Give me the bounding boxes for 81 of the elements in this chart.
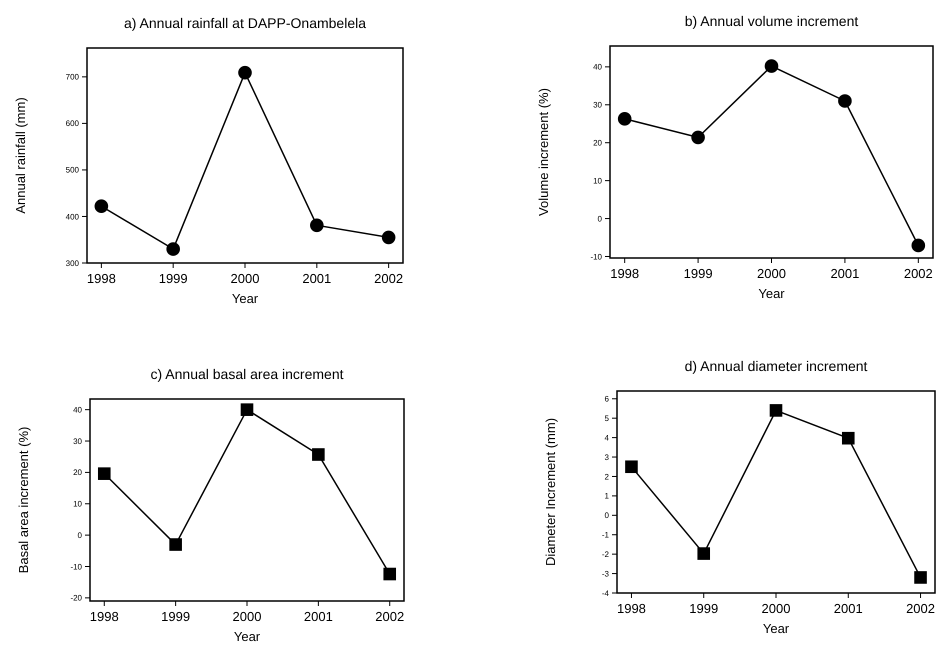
x-tick-label: 2002 [904,266,933,281]
y-tick-label: -1 [602,530,610,540]
point [691,130,705,144]
x-tick-label: 2001 [304,609,333,624]
x-tick-label: 1998 [90,609,119,624]
x-tick-label: 2000 [230,271,260,286]
y-tick-label: -2 [602,550,610,559]
x-tick-label: 1999 [158,271,188,286]
y-tick-label: 300 [66,258,80,268]
y-tick-label: 0 [598,214,603,224]
x-tick-label: 1999 [161,609,190,624]
y-tick-label: 20 [73,468,83,478]
point [312,448,325,461]
point [697,547,710,560]
x-axis-title: Year [762,621,790,636]
point [838,94,852,108]
y-tick-label: 3 [604,452,610,462]
y-tick-label: 40 [73,405,83,414]
x-tick-label: 2002 [375,609,404,624]
point [625,460,638,474]
y-tick-label: 40 [593,62,603,72]
y-tick-label: -10 [590,252,603,262]
point [240,403,254,416]
point [764,59,778,73]
y-tick-label: 30 [593,100,603,110]
y-tick-label: 4 [604,433,610,442]
x-tick-label: 1998 [616,601,646,616]
y-axis-title: Annual rainfall (mm) [13,97,28,214]
x-tick-label: 2002 [374,271,404,286]
y-tick-label: 0 [78,530,83,540]
point [169,538,182,551]
y-tick-label: 10 [593,176,603,186]
x-axis-title: Year [758,286,786,301]
point [770,404,782,417]
chart-title: b) Annual volume increment [684,13,858,29]
x-axis-title: Year [234,629,261,644]
y-axis-title: Diameter Increment (mm) [543,418,558,566]
y-tick-label: 600 [66,119,80,128]
x-tick-label: 2001 [830,266,860,281]
x-axis-title: Year [232,291,259,306]
y-tick-label: -20 [70,594,83,603]
point [912,238,926,252]
y-tick-label: 700 [66,72,80,82]
chart-title: a) Annual rainfall at DAPP-Onambelela [124,15,366,31]
y-tick-label: 500 [66,166,80,175]
x-tick-label: 1999 [689,601,718,616]
x-tick-label: 2001 [834,601,863,616]
y-tick-label: 5 [604,414,610,423]
y-tick-label: -4 [602,588,610,598]
y-tick-label: 2 [604,472,610,482]
y-tick-label: 400 [66,212,80,222]
point [914,571,927,584]
x-tick-label: 2002 [906,601,936,616]
point [618,112,632,126]
x-tick-label: 2000 [762,601,790,616]
y-tick-label: 1 [604,492,610,501]
x-tick-label: 1998 [86,271,116,286]
point [166,242,180,256]
point [98,467,111,480]
x-tick-label: 2000 [232,609,262,624]
point [383,568,396,580]
point [94,199,108,214]
point [382,230,396,244]
y-tick-label: 20 [593,138,603,148]
y-axis-title: Basal area increment (%) [16,426,31,574]
y-tick-label: 30 [73,436,83,446]
x-tick-label: 1998 [610,266,640,281]
point [842,432,855,444]
y-tick-label: 6 [604,394,610,404]
y-tick-label: 10 [73,500,83,509]
x-tick-label: 2000 [757,266,786,281]
chart-title: d) Annual diameter increment [684,358,868,374]
x-tick-label: 2001 [302,271,332,286]
chart-title: c) Annual basal area increment [150,366,344,382]
y-axis-title: Volume increment (%) [536,88,551,216]
x-tick-label: 1999 [684,266,713,281]
y-tick-label: -10 [70,562,83,572]
y-tick-label: 0 [604,511,610,520]
point [238,66,252,80]
point [310,218,324,232]
y-tick-label: -3 [602,569,610,578]
